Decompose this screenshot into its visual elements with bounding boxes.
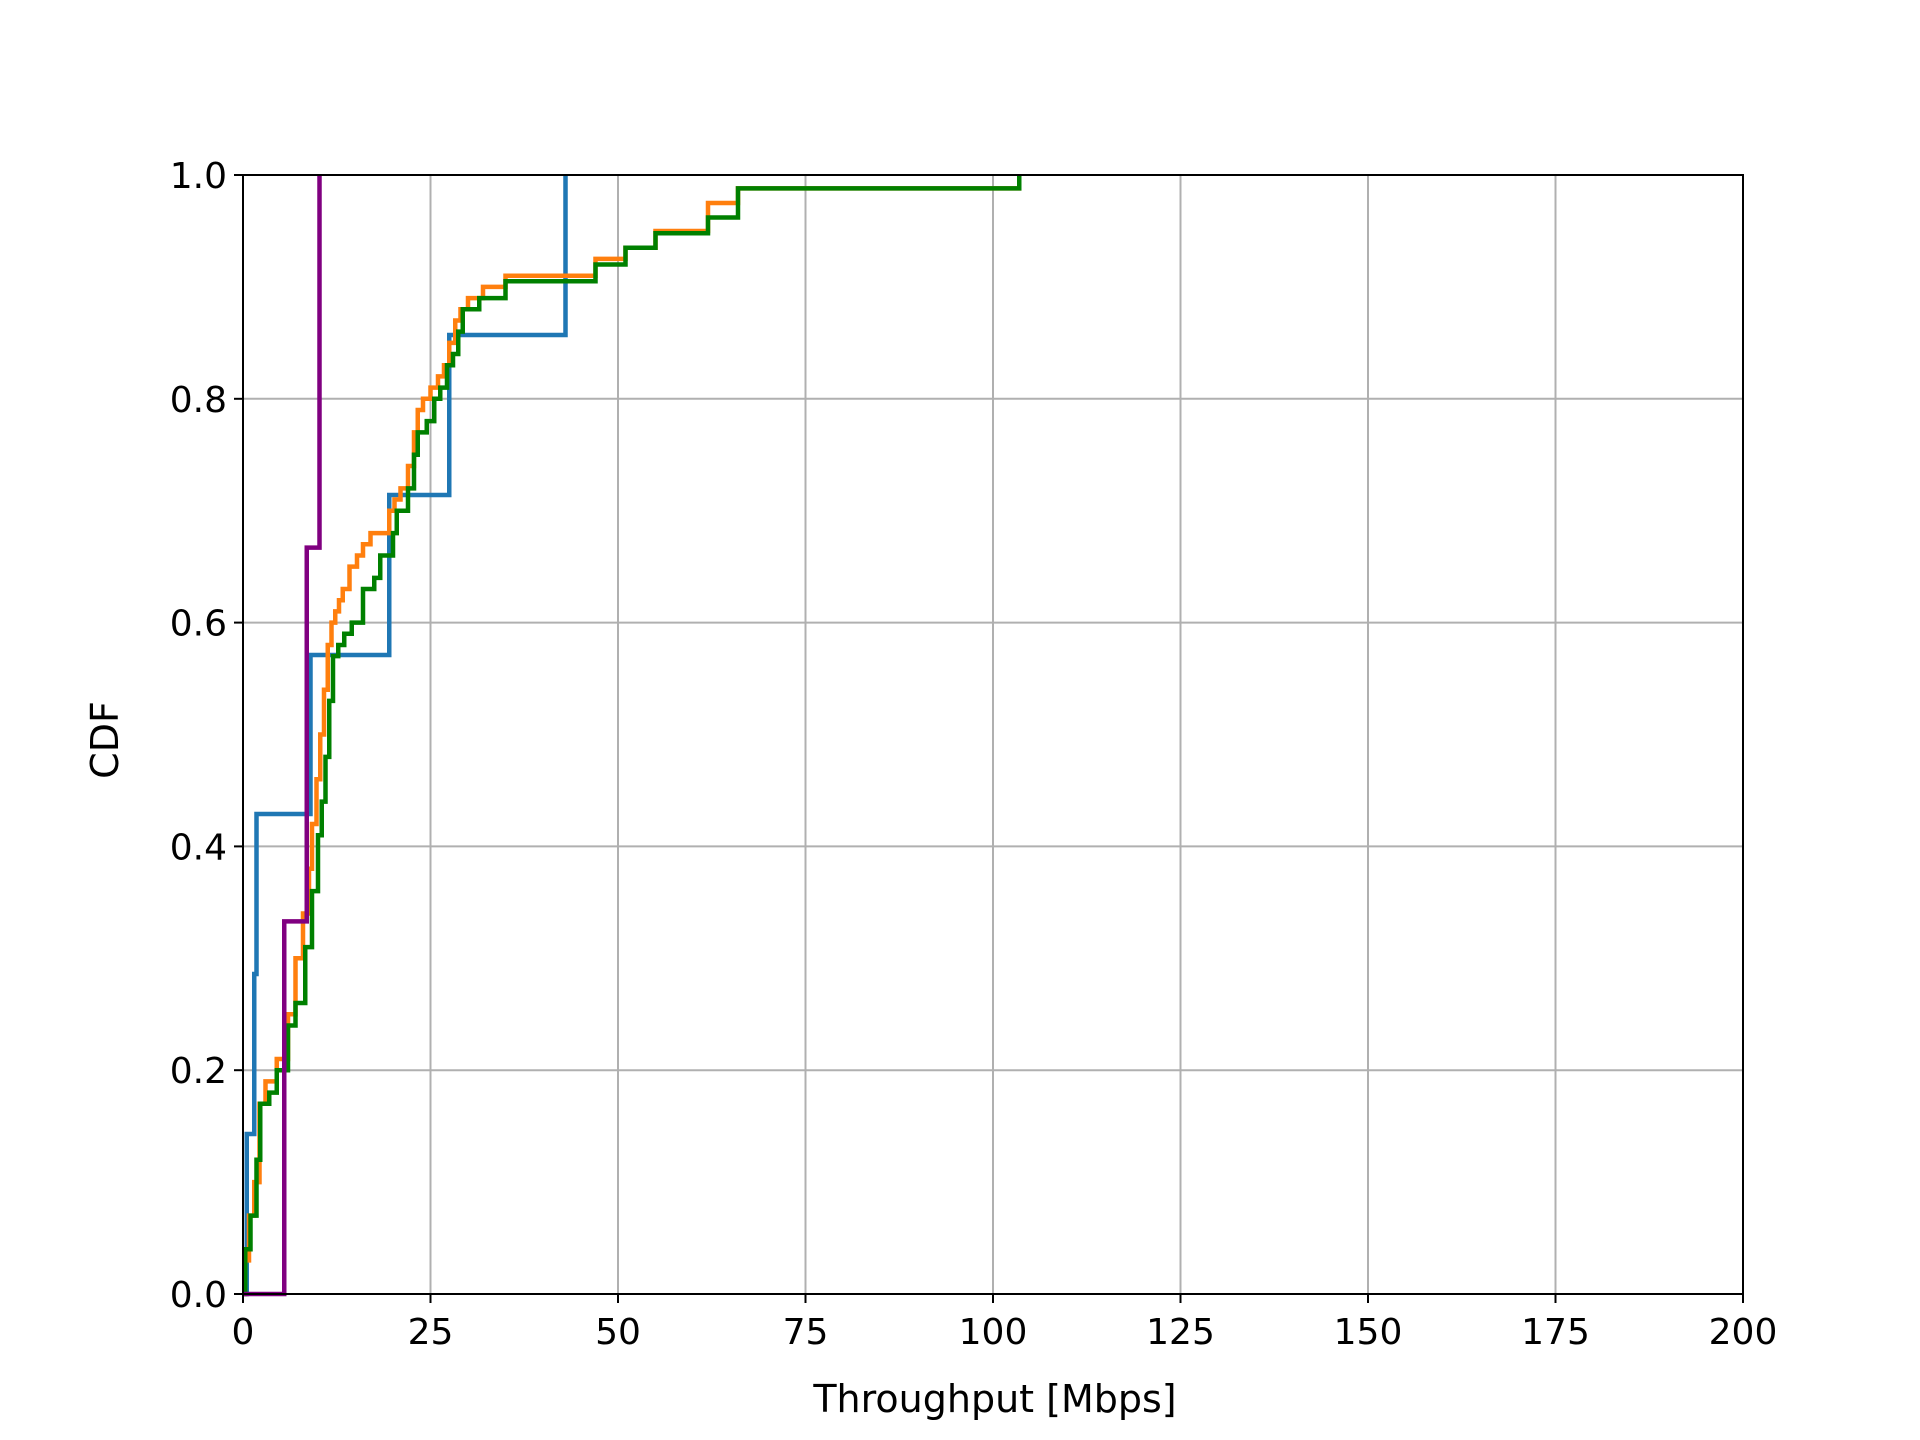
- y-tick-label: 0.0: [170, 1275, 227, 1316]
- y-tick-label: 0.6: [170, 604, 227, 645]
- y-tick-label: 0.8: [170, 380, 227, 421]
- x-tick-label: 25: [408, 1312, 454, 1353]
- x-tick-label: 75: [783, 1312, 829, 1353]
- x-axis-label: Throughput [Mbps]: [812, 1377, 1176, 1421]
- y-axis-label: CDF: [83, 701, 127, 779]
- x-tick-label: 200: [1709, 1312, 1778, 1353]
- y-tick-label: 1.0: [170, 156, 227, 197]
- x-tick-label: 175: [1521, 1312, 1590, 1353]
- x-tick-label: 0: [232, 1312, 255, 1353]
- cdf-series-line-3: [243, 175, 1022, 1297]
- x-tick-label: 100: [959, 1312, 1028, 1353]
- x-tick-label: 125: [1146, 1312, 1215, 1353]
- x-tick-label: 50: [595, 1312, 641, 1353]
- x-axis-ticks: 0 25 50 75 100 125 150 175 200: [232, 1294, 1778, 1353]
- x-tick-label: 150: [1334, 1312, 1403, 1353]
- grid: [242, 174, 1744, 1295]
- y-tick-label: 0.4: [170, 827, 227, 868]
- y-tick-label: 0.2: [170, 1051, 227, 1092]
- y-axis-ticks: 0.0 0.2 0.4 0.6 0.8 1.0: [170, 156, 243, 1316]
